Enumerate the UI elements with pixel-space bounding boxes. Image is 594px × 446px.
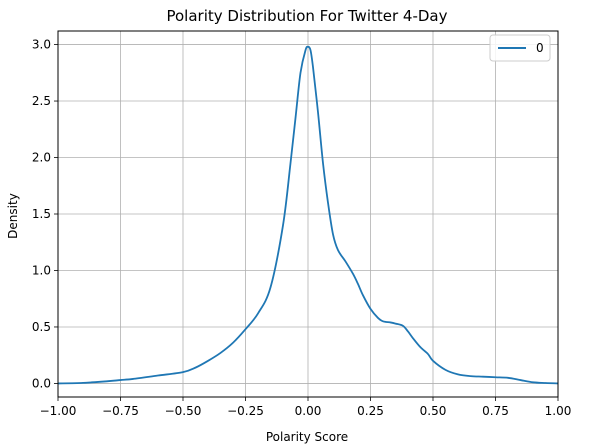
y-tick-label: 0.5: [32, 320, 51, 334]
x-tick-label: 0.50: [420, 404, 447, 418]
x-tick-label: −0.50: [165, 404, 202, 418]
chart-title: Polarity Distribution For Twitter 4-Day: [166, 7, 447, 25]
y-tick-label: 1.5: [32, 207, 51, 221]
legend: 0: [490, 35, 550, 61]
x-tick-label: 0.25: [357, 404, 384, 418]
y-tick-label: 0.0: [32, 376, 51, 390]
y-tick-label: 3.0: [32, 38, 51, 52]
legend-label-series-0: 0: [536, 41, 544, 55]
x-tick-label: −0.25: [227, 404, 264, 418]
x-tick-label: −0.75: [102, 404, 139, 418]
x-tick-label: 0.75: [482, 404, 509, 418]
x-axis-ticks: −1.00 −0.75 −0.50 −0.25 0.00 0.25 0.50 0.75 1.00: [40, 397, 572, 418]
y-tick-label: 1.0: [32, 263, 51, 277]
x-tick-label: 0.00: [295, 404, 322, 418]
x-tick-label: 1.00: [545, 404, 572, 418]
x-axis-label: Polarity Score: [266, 430, 348, 444]
grid-lines: [58, 31, 558, 397]
y-tick-label: 2.0: [32, 151, 51, 165]
y-axis-label: Density: [6, 193, 20, 239]
y-tick-label: 2.5: [32, 94, 51, 108]
x-tick-label: −1.00: [40, 404, 77, 418]
y-axis-ticks: 0.0 0.5 1.0 1.5 2.0 2.5 3.0: [32, 38, 58, 391]
